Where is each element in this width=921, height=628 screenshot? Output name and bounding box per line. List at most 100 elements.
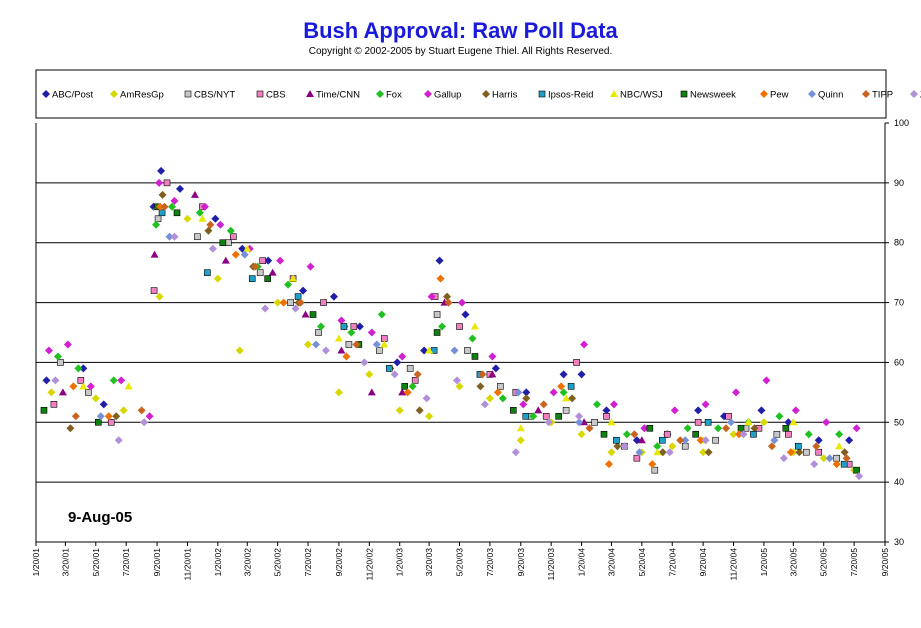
point-nbc-wsj bbox=[470, 322, 479, 330]
point-fox bbox=[53, 352, 62, 361]
point-cbs bbox=[163, 179, 171, 187]
point-zogby bbox=[114, 436, 123, 445]
point-fox bbox=[775, 412, 784, 421]
point-tipp bbox=[352, 340, 361, 349]
point-zogby bbox=[855, 472, 864, 481]
point-cbs-nyt bbox=[464, 347, 471, 354]
point-ipsos-reid bbox=[795, 442, 802, 450]
point-cbs-nyt bbox=[406, 365, 414, 372]
x-tick-label: 7/20/04 bbox=[667, 548, 677, 577]
point-tipp bbox=[137, 406, 146, 415]
point-cbs bbox=[50, 401, 58, 408]
point-ipsos-reid bbox=[522, 412, 530, 420]
legend-label-pew: Pew bbox=[770, 90, 789, 101]
point-newsweek bbox=[433, 329, 441, 336]
point-abc-post bbox=[355, 322, 364, 331]
point-cbs bbox=[411, 377, 419, 384]
point-abc-post bbox=[211, 214, 220, 223]
point-pew bbox=[436, 274, 445, 283]
point-nbc-wsj bbox=[653, 448, 662, 456]
point-cbs-nyt bbox=[85, 389, 92, 396]
point-pew bbox=[342, 352, 351, 361]
point-gallup bbox=[549, 388, 558, 397]
point-zogby bbox=[51, 376, 60, 385]
y-ticks: 30 40 50 60 70 80 90 100 bbox=[885, 118, 909, 547]
legend-label-time-cnn: Time/CNN bbox=[316, 90, 360, 101]
point-abc-post bbox=[845, 436, 854, 445]
point-amresgp bbox=[119, 406, 128, 415]
legend-marker-fox bbox=[376, 90, 384, 98]
point-ipsos-reid bbox=[158, 209, 166, 217]
point-amresgp bbox=[235, 346, 244, 355]
legend-label-harris: Harris bbox=[492, 90, 518, 101]
legend-label-cbs-nyt: CBS/NYT bbox=[194, 90, 235, 101]
point-abc-post bbox=[435, 256, 444, 265]
x-tick-label: 1/20/03 bbox=[395, 548, 405, 577]
x-tick-label: 7/20/05 bbox=[849, 548, 859, 577]
x-tick-label: 11/20/04 bbox=[729, 548, 739, 581]
point-newsweek bbox=[555, 412, 562, 420]
y-tick-label-90: 90 bbox=[894, 178, 904, 188]
point-fox bbox=[152, 220, 161, 229]
x-tick-label: 11/20/02 bbox=[364, 548, 374, 581]
point-abc-post bbox=[329, 292, 338, 301]
point-zogby bbox=[620, 442, 629, 451]
legend-marker-gallup bbox=[424, 90, 432, 98]
point-gallup bbox=[306, 262, 315, 271]
legend-marker-time-cnn bbox=[306, 90, 314, 97]
legend-marker-abc-post bbox=[42, 90, 50, 98]
point-pew bbox=[696, 436, 705, 445]
point-amresgp bbox=[759, 418, 768, 427]
point-amresgp bbox=[91, 394, 100, 403]
point-gallup bbox=[216, 220, 225, 229]
point-fox bbox=[347, 328, 356, 337]
point-gallup bbox=[640, 424, 649, 433]
point-tipp bbox=[478, 370, 487, 379]
x-tick-label: 7/20/03 bbox=[485, 548, 495, 577]
legend-label-gallup: Gallup bbox=[434, 90, 461, 101]
point-cbs-nyt bbox=[773, 430, 781, 438]
point-newsweek bbox=[401, 383, 408, 390]
point-harris bbox=[658, 448, 667, 457]
x-tick-label: 1/20/02 bbox=[213, 548, 223, 577]
point-nbc-wsj bbox=[124, 382, 133, 390]
point-nbc-wsj bbox=[289, 274, 298, 282]
point-ipsos-reid bbox=[567, 383, 575, 390]
point-amresgp bbox=[577, 430, 586, 439]
legend-marker-ipsos-reid bbox=[538, 90, 546, 98]
point-cbs bbox=[694, 418, 702, 426]
point-gallup bbox=[155, 178, 164, 187]
legend: ABC/Post AmResGp CBS/NYT CBS Time/CNN Fox Gall… bbox=[42, 90, 921, 101]
point-cbs-nyt bbox=[433, 311, 441, 318]
point-tipp bbox=[413, 370, 422, 379]
point-gallup bbox=[822, 418, 831, 427]
point-quinn bbox=[635, 448, 644, 457]
point-cbs bbox=[150, 287, 158, 294]
point-fox bbox=[622, 430, 631, 439]
point-zogby bbox=[321, 346, 330, 355]
point-gallup bbox=[580, 340, 589, 349]
point-gallup bbox=[276, 256, 285, 265]
point-pew bbox=[279, 298, 288, 307]
legend-label-ipsos-reid: Ipsos-Reid bbox=[548, 90, 593, 101]
x-tick-label: 9/20/01 bbox=[152, 548, 162, 577]
point-newsweek bbox=[782, 424, 790, 432]
point-amresgp bbox=[304, 340, 313, 349]
point-abc-post bbox=[99, 400, 108, 409]
point-quinn bbox=[770, 436, 779, 445]
legend-label-fox: Fox bbox=[386, 90, 402, 101]
legend-label-abc-post: ABC/Post bbox=[52, 90, 94, 101]
x-tick-label: 1/20/05 bbox=[759, 548, 769, 577]
point-gallup bbox=[732, 388, 741, 397]
point-amresgp bbox=[334, 388, 343, 397]
point-harris bbox=[112, 412, 121, 421]
point-nbc-wsj bbox=[607, 418, 616, 426]
point-fox bbox=[498, 394, 507, 403]
point-nbc-wsj bbox=[198, 214, 207, 222]
point-tipp bbox=[722, 424, 731, 433]
point-zogby bbox=[170, 232, 179, 241]
point-amresgp bbox=[395, 406, 404, 415]
point-cbs bbox=[77, 377, 85, 384]
point-tipp bbox=[296, 298, 305, 307]
